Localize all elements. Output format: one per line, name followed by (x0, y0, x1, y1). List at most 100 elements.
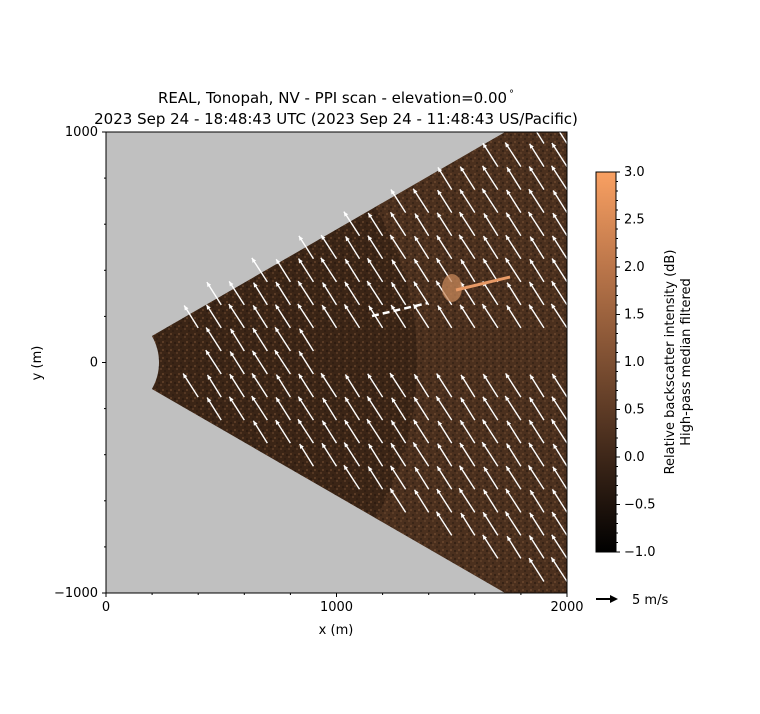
wind-vector-arrowhead (251, 257, 257, 263)
wind-vector-arrow (320, 234, 338, 260)
wind-vector-arrow (275, 281, 291, 306)
wind-vector-arrowhead (529, 166, 534, 172)
wind-vector-arrow (367, 373, 384, 398)
vector-key-label: 5 m/s (632, 593, 668, 608)
wind-vector-arrow (505, 372, 522, 398)
wind-vector-arrowhead (553, 444, 558, 449)
x-tick-label: 0 (102, 600, 110, 615)
wind-vector-arrow (297, 303, 315, 329)
wind-vector-arrowhead (344, 442, 349, 448)
wind-vector-arrow (413, 281, 430, 306)
chart-title-line1: REAL, Tonopah, NV - PPI scan - elevation… (158, 89, 514, 107)
wind-vector-arrow (297, 280, 315, 306)
wind-vector-arrowhead (206, 282, 212, 288)
wind-vector-arrow (228, 396, 245, 421)
wind-vector-arrow (482, 142, 499, 167)
wind-vector-arrowhead (506, 305, 511, 311)
wind-vector-arrow (228, 303, 245, 329)
wind-vector-arrow (436, 212, 453, 237)
colorbar-tick-label: −1.0 (624, 545, 656, 560)
wind-vector-arrowhead (414, 489, 419, 495)
wind-vector-arrow (389, 465, 407, 490)
wind-vector-arrow (251, 395, 268, 421)
wind-vector-arrowhead (551, 281, 556, 287)
wind-vector-arrowhead (506, 212, 511, 218)
wind-vector-arrow (551, 258, 567, 283)
wind-vector-arrowhead (506, 443, 511, 449)
wind-vector-arrowhead (505, 142, 510, 148)
wind-vector-arrowhead (413, 442, 418, 448)
wind-vector-arrow (251, 257, 268, 283)
wind-vector-arrowhead (275, 327, 280, 333)
wind-vector-arrowhead (460, 512, 466, 518)
wind-vector-arrow (435, 511, 453, 536)
wind-vector-arrowhead (298, 235, 304, 241)
wind-vector-arrow (389, 211, 407, 237)
wind-vector-arrowhead (207, 397, 212, 403)
wind-vector-arrowhead (345, 259, 350, 265)
wind-vector-arrowhead (552, 373, 557, 379)
wind-vector-arrow (413, 396, 430, 421)
wind-vector-arrowhead (460, 259, 466, 265)
y-tick-label: −1000 (54, 586, 98, 601)
wind-vector-arrowhead (436, 258, 441, 264)
wind-vector-arrow (551, 235, 567, 260)
wind-vector-arrowhead (437, 305, 442, 311)
wind-vector-arrowhead (274, 349, 279, 355)
wind-vector-arrowhead (390, 443, 396, 449)
wind-vector-arrowhead (528, 442, 534, 448)
wind-vector-arrow (275, 419, 291, 444)
y-tick-label: 0 (90, 356, 98, 371)
wind-vector-arrowhead (437, 167, 443, 173)
wind-vector-arrowhead (414, 236, 419, 242)
wind-vector-arrow (458, 487, 476, 513)
wind-vector-arrowhead (391, 304, 396, 310)
wind-vector-arrowhead (344, 419, 349, 425)
wind-vector-arrowhead (321, 373, 326, 379)
wind-vector-arrow (528, 281, 545, 306)
wind-vector-arrowhead (553, 190, 558, 196)
wind-vector-arrowhead (414, 467, 420, 473)
wind-vector-arrow (528, 535, 545, 559)
wind-vector-arrowhead (505, 511, 510, 517)
wind-vector-arrowhead (322, 397, 327, 403)
wind-vector-arrowhead (368, 443, 373, 449)
wind-vector-arrowhead (483, 374, 488, 380)
wind-vector-arrowhead (482, 419, 487, 425)
wind-vector-arrowhead (184, 305, 189, 311)
wind-vector-arrowhead (529, 304, 534, 310)
wind-vector-arrowhead (391, 282, 396, 288)
wind-vector-arrowhead (482, 143, 488, 149)
wind-vector-arrowhead (367, 373, 372, 379)
wind-vector-arrowhead (459, 189, 465, 195)
wind-vector-arrow (550, 303, 567, 329)
wind-vector-arrowhead (299, 328, 304, 334)
wind-vector-arrow (436, 488, 453, 513)
wind-vector-arrow (389, 488, 407, 513)
wind-vector-arrowhead (528, 189, 534, 195)
wind-vector-arrow (504, 511, 522, 536)
wind-vector-arrow (505, 465, 522, 490)
wind-vector-arrowhead (413, 419, 418, 425)
wind-vector-arrowhead (183, 373, 188, 379)
wind-vector-arrowhead (367, 280, 372, 286)
wind-vector-arrow (481, 419, 499, 444)
wind-vector-arrowhead (252, 350, 257, 356)
wind-vector-arrowhead (482, 304, 487, 309)
wind-vector-arrow (505, 234, 522, 260)
wind-vector-arrowhead (436, 511, 441, 517)
wind-vector-arrow (321, 442, 338, 467)
colorbar-tick-label: 1.0 (624, 355, 645, 370)
wind-vector-arrowhead (321, 443, 327, 449)
wind-vector-arrow (344, 419, 361, 444)
wind-vector-arrow (458, 211, 476, 237)
wind-vector-arrowhead (413, 281, 419, 287)
wind-vector-arrow (436, 373, 453, 398)
wind-vector-arrow (458, 234, 476, 260)
colorbar-label-line2: High-pass median filtered (679, 278, 694, 446)
wind-vector-arrowhead (459, 212, 464, 217)
wind-vector-arrow (274, 326, 291, 352)
wind-vector-arrow (551, 396, 567, 421)
wind-vector-arrow (412, 303, 430, 329)
wind-vector-arrowhead (252, 328, 258, 333)
